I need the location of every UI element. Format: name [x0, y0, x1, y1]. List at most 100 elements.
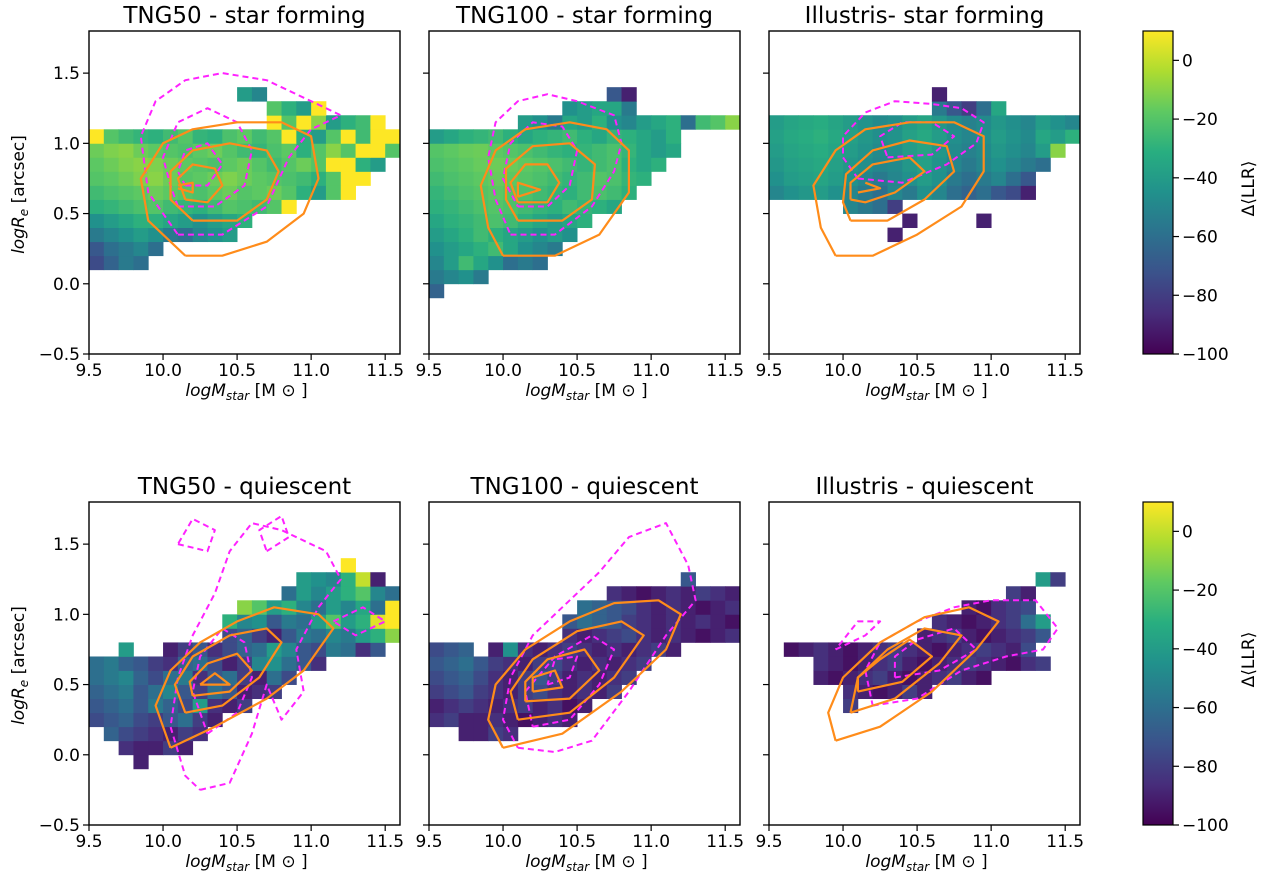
- heat-cell: [931, 171, 948, 186]
- heat-cell: [429, 255, 445, 271]
- heat-cell: [991, 115, 1007, 130]
- heat-cell: [872, 157, 888, 172]
- heat-cell: [296, 628, 312, 643]
- heat-cell: [1005, 185, 1022, 200]
- heat-cell: [1050, 129, 1066, 144]
- heat-cell: [133, 656, 149, 671]
- heat-cell: [828, 157, 844, 172]
- heat-cell: [991, 628, 1007, 643]
- heatmap: [769, 87, 1080, 243]
- heat-cell: [177, 213, 194, 229]
- heat-cell: [887, 171, 903, 186]
- contour-solid: [841, 139, 956, 222]
- contour-dashed: [893, 627, 978, 679]
- heat-cell: [473, 698, 489, 714]
- heat-cell: [251, 684, 268, 700]
- panel-2: TNG100 - star forming 9.5 10.0 10.5 11.0 11.5…: [415, 3, 744, 403]
- axes-frame: [768, 30, 1081, 355]
- heat-cell: [1005, 642, 1022, 657]
- heat-cell: [281, 628, 297, 643]
- x-tick-label: 10.0: [484, 832, 522, 852]
- heat-cell: [400, 129, 415, 143]
- heat-cell: [577, 157, 593, 172]
- x-tick-label: 9.5: [755, 361, 782, 381]
- heat-cell: [458, 670, 474, 685]
- heat-cell: [1005, 129, 1022, 144]
- heat-cell: [163, 129, 179, 144]
- contour-solid: [857, 181, 882, 194]
- heat-cell: [843, 115, 859, 130]
- heat-cell: [133, 712, 149, 728]
- x-axis-label: logMstar [M ⊙ ]: [525, 852, 647, 874]
- heat-cell: [89, 684, 105, 700]
- heat-cell: [266, 101, 282, 116]
- heat-cell: [857, 199, 874, 214]
- contours: [154, 515, 387, 791]
- colorbar-gradient: [1142, 501, 1174, 826]
- heat-cell: [621, 670, 637, 685]
- heat-cell: [503, 255, 519, 271]
- heat-cell: [311, 129, 327, 144]
- heat-cell: [400, 614, 415, 628]
- heat-cell: [651, 600, 667, 615]
- heat-cell: [458, 199, 474, 214]
- heat-cell: [473, 157, 489, 172]
- colorbar-tick-label: −80: [1182, 757, 1218, 777]
- contour-dashed: [258, 515, 290, 553]
- heat-cell: [857, 185, 874, 200]
- heat-cell: [118, 684, 134, 700]
- heat-cell: [296, 157, 312, 172]
- heat-cell: [636, 157, 652, 172]
- panel-title: Illustris- star forming: [805, 3, 1045, 29]
- heat-cell: [532, 698, 548, 714]
- heat-cell: [887, 143, 903, 158]
- heat-cell: [591, 143, 608, 158]
- panel-title: TNG100 - quiescent: [470, 474, 699, 500]
- heat-cell: [917, 185, 933, 200]
- heat-cell: [133, 185, 149, 200]
- heat-cell: [562, 227, 578, 243]
- heat-cell: [665, 143, 682, 158]
- x-tick-label: 11.5: [366, 832, 404, 852]
- heat-cell: [577, 129, 593, 144]
- x-tick-label: 11.5: [1046, 361, 1084, 381]
- panel-5: TNG100 - quiescent 9.5 10.0 10.5 11.0 11.5 log…: [415, 474, 744, 874]
- contour-dashed: [177, 517, 216, 553]
- x-axis-label: logMstar [M ⊙ ]: [185, 381, 307, 403]
- heat-cell: [562, 171, 578, 186]
- heat-cell: [118, 213, 134, 229]
- y-tick-label: −0.5: [39, 345, 80, 365]
- heat-cell: [266, 614, 282, 629]
- heat-cell: [991, 656, 1007, 671]
- heat-cell: [400, 628, 415, 642]
- heat-cell: [89, 712, 105, 728]
- heat-cell: [813, 143, 829, 158]
- heat-cell: [311, 628, 327, 643]
- heat-cell: [991, 129, 1007, 144]
- heat-cell: [798, 129, 814, 144]
- heat-cell: [946, 642, 962, 657]
- heat-cell: [902, 670, 918, 685]
- x-tick-label: 9.5: [415, 832, 442, 852]
- heat-cell: [591, 129, 608, 144]
- heat-cell: [429, 670, 445, 685]
- heat-cell: [89, 227, 105, 243]
- contour-solid: [176, 163, 224, 204]
- heat-cell: [606, 185, 622, 200]
- heat-cell: [103, 255, 120, 271]
- heat-cell: [118, 656, 134, 671]
- contour-solid: [509, 620, 645, 721]
- heat-cell: [370, 129, 386, 144]
- heat-cell: [651, 157, 667, 172]
- heat-cell: [443, 255, 460, 271]
- heat-cell: [1050, 572, 1066, 587]
- heat-cell: [562, 698, 578, 714]
- heat-cell: [458, 171, 474, 186]
- heat-cell: [296, 614, 312, 629]
- contour-solid: [169, 142, 280, 222]
- heat-cell: [562, 656, 578, 671]
- heat-cell: [1020, 656, 1036, 671]
- heat-cell: [222, 670, 238, 685]
- heat-cell: [577, 213, 593, 229]
- heat-cell: [783, 143, 800, 158]
